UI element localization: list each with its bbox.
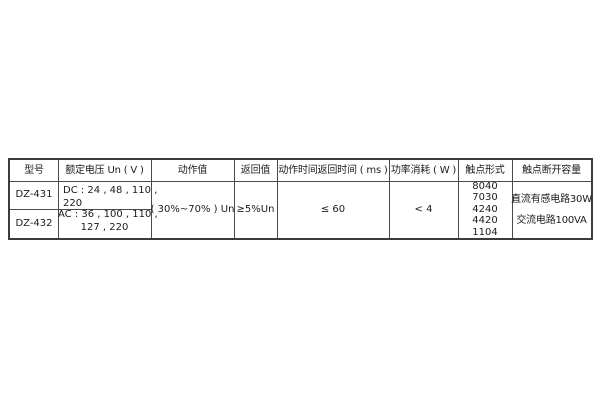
header-bottom-line xyxy=(10,181,591,182)
grid-vline-7 xyxy=(512,160,513,238)
contact-form-item: 8040 xyxy=(472,180,498,192)
voltage-ac-line2: 127 , 220 xyxy=(80,222,129,233)
voltage-dc-cell: DC : 24 , 48 , 110 , 220 xyxy=(58,181,158,209)
voltage-dc-line1: DC : 24 , 48 , 110 , xyxy=(63,185,158,196)
model-dz432: DZ-432 xyxy=(15,217,53,229)
header-power-consumption: 功率消耗 ( W ) xyxy=(390,164,457,176)
power-consumption-cell: < 4 xyxy=(414,203,433,215)
grid-vline-3 xyxy=(234,160,235,238)
relay-spec-table: 型号 额定电压 Un ( V ) 动作值 返回值 动作时间返回时间 ( ms )… xyxy=(8,158,593,240)
model-dz431: DZ-431 xyxy=(15,189,53,200)
contact-forms-cell: 8040 7030 4240 4420 1104 xyxy=(458,181,512,238)
contact-form-item: 4420 xyxy=(472,215,498,227)
grid-vline-5 xyxy=(389,160,390,238)
voltage-ac-cell: AC : 36 , 100 , 110 , 127 , 220 xyxy=(58,208,158,238)
header-rated-voltage: 额定电压 Un ( V ) xyxy=(65,164,144,176)
contact-form-item: 4240 xyxy=(472,203,498,215)
breaking-capacity-dc: 直流有感电路30W xyxy=(511,193,592,205)
contact-form-item: 1104 xyxy=(472,226,498,238)
return-value-cell: ≥5%Un xyxy=(236,203,275,215)
grid-vline-1 xyxy=(58,160,59,238)
header-return-value: 返回值 xyxy=(240,164,271,176)
grid-vline-2 xyxy=(151,160,152,238)
grid-vline-4 xyxy=(277,160,278,238)
breaking-capacity-cell: 直流有感电路30W 交流电路100VA xyxy=(511,181,592,238)
grid-vline-6 xyxy=(458,160,459,238)
header-model: 型号 xyxy=(24,164,44,176)
contact-form-item: 7030 xyxy=(472,192,498,204)
header-breaking-capacity: 触点断开容量 xyxy=(522,164,581,176)
model-row-divider-line xyxy=(10,209,151,210)
operate-value-cell: ( 30%~70% ) Un xyxy=(150,203,235,215)
breaking-capacity-ac: 交流电路100VA xyxy=(516,214,587,226)
header-contact-form: 触点形式 xyxy=(465,164,505,176)
header-operate-return-time: 动作时间返回时间 ( ms ) xyxy=(278,164,388,176)
operate-return-time-cell: ≤ 60 xyxy=(320,203,346,215)
header-operate-value: 动作值 xyxy=(177,164,208,176)
voltage-dc-line2: 220 xyxy=(63,198,83,209)
voltage-ac-line1: AC : 36 , 100 , 110 , xyxy=(58,209,158,220)
